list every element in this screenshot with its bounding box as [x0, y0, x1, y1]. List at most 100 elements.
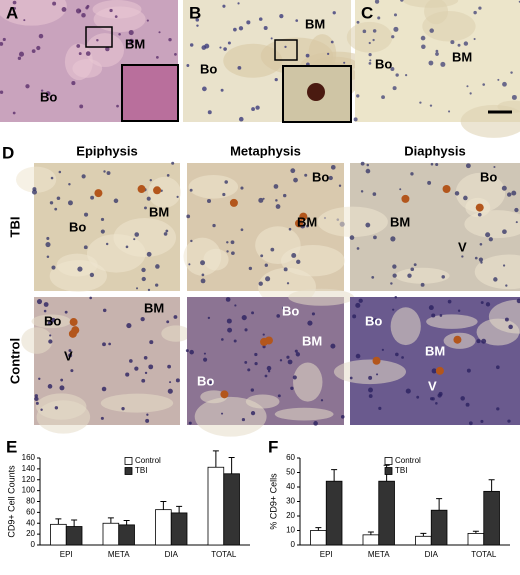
bar — [223, 473, 240, 546]
cell-nucleus — [189, 349, 194, 355]
cell-nucleus — [429, 104, 433, 107]
cell-nucleus — [48, 339, 53, 344]
y-tick-label: 50 — [286, 468, 295, 477]
error-bar — [315, 527, 322, 531]
tissue-region — [148, 176, 181, 208]
cell-nucleus — [226, 318, 232, 324]
cell-nucleus — [255, 105, 260, 110]
cell-nucleus — [38, 33, 44, 39]
inset-box — [274, 39, 298, 61]
y-axis-title: % CD9+ Cells — [268, 473, 278, 530]
cell-nucleus — [381, 95, 385, 100]
cell-nucleus — [496, 365, 500, 370]
legend-swatch — [384, 457, 393, 465]
cell-nucleus — [368, 394, 373, 398]
cell-nucleus — [75, 8, 82, 14]
cell-nucleus — [390, 236, 396, 242]
cell-nucleus — [125, 372, 130, 377]
tissue-label: V — [458, 239, 467, 254]
cell-nucleus — [265, 276, 271, 282]
cell-nucleus — [133, 238, 136, 241]
cell-nucleus — [227, 41, 231, 45]
cell-nucleus — [241, 417, 246, 422]
cell-nucleus — [368, 375, 373, 380]
cell-nucleus — [105, 46, 110, 52]
cell-nucleus — [100, 217, 105, 222]
cell-nucleus — [279, 13, 284, 19]
cell-nucleus — [286, 355, 290, 359]
cell-nucleus — [277, 394, 281, 398]
cell-nucleus — [174, 52, 177, 56]
cell-nucleus — [266, 365, 272, 371]
cell-nucleus — [435, 162, 439, 167]
cell-nucleus — [480, 261, 483, 264]
tissue-region — [21, 327, 53, 354]
cell-nucleus — [435, 49, 439, 53]
cell-nucleus — [461, 255, 464, 258]
y-tick-label: 40 — [286, 482, 295, 491]
cell-nucleus — [504, 317, 509, 322]
cell-nucleus — [149, 340, 154, 345]
cell-nucleus — [395, 73, 399, 77]
bar — [483, 490, 500, 546]
y-tick-label: 120 — [22, 475, 36, 484]
cell-nucleus — [71, 81, 76, 86]
bar — [155, 509, 172, 546]
error-bar — [436, 498, 443, 511]
cell-nucleus — [196, 24, 199, 27]
cell-nucleus — [439, 314, 443, 317]
cell-nucleus — [343, 61, 346, 64]
tissue-region — [476, 318, 520, 346]
cell-nucleus — [330, 343, 336, 349]
cell-nucleus — [428, 305, 434, 311]
cell-nucleus — [36, 45, 41, 51]
cell-nucleus — [427, 180, 432, 185]
tissue-region — [426, 314, 478, 329]
cell-nucleus — [219, 46, 222, 49]
cell-nucleus — [18, 51, 25, 57]
cell-nucleus — [270, 247, 275, 252]
tissue-label: Bo — [375, 56, 392, 71]
cell-nucleus — [85, 51, 91, 56]
row-header: TBI — [7, 217, 22, 238]
tissue-region — [188, 175, 239, 199]
cell-nucleus — [64, 310, 68, 314]
cell-nucleus — [376, 373, 379, 376]
cell-nucleus — [126, 323, 132, 329]
cell-nucleus — [356, 247, 360, 250]
cell-nucleus — [46, 255, 50, 259]
cell-nucleus — [431, 368, 437, 374]
cell-nucleus — [511, 94, 517, 100]
cell-nucleus — [454, 191, 460, 196]
cell-nucleus — [83, 245, 88, 250]
cell-nucleus — [457, 309, 461, 312]
cell-nucleus — [485, 232, 491, 238]
cell-nucleus — [51, 317, 56, 323]
tissue-region — [113, 218, 177, 258]
panel-letter: E — [6, 437, 17, 456]
error-bar — [71, 519, 78, 527]
bar — [207, 466, 225, 546]
cell-nucleus — [465, 402, 470, 407]
cell-nucleus — [226, 241, 229, 244]
cell-nucleus — [507, 419, 511, 423]
cell-nucleus — [405, 388, 411, 394]
cd9-cell — [442, 184, 451, 193]
cell-nucleus — [478, 257, 484, 262]
bar — [50, 523, 67, 546]
cell-nucleus — [50, 176, 54, 180]
cell-nucleus — [189, 188, 193, 192]
error-bar — [228, 456, 235, 474]
cell-nucleus — [355, 302, 361, 308]
cell-nucleus — [390, 282, 393, 285]
cell-nucleus — [54, 207, 58, 211]
x-tick-label: META — [368, 550, 390, 559]
cell-nucleus — [413, 263, 417, 267]
cell-nucleus — [221, 412, 224, 415]
cell-nucleus — [175, 378, 180, 383]
cell-nucleus — [420, 35, 426, 41]
cell-nucleus — [51, 265, 56, 270]
cell-nucleus — [283, 267, 288, 272]
cell-nucleus — [356, 20, 360, 24]
cell-nucleus — [294, 349, 298, 353]
